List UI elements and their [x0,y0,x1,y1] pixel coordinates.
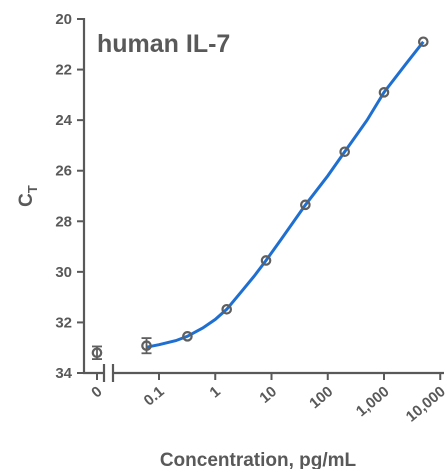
y-axis-title-subscript: T [25,185,40,193]
y-tick-label: 34 [55,365,72,382]
fit-curve [146,40,425,349]
axes: 20 22 24 26 28 30 32 34 0 0.1 1 10 100 1,000 10,000 [55,11,447,426]
data-point [91,347,103,359]
data-point [378,87,390,98]
y-axis-title: CT [16,185,40,207]
x-tick-label: 10 [256,383,280,407]
y-tick-label: 28 [55,213,72,230]
x-tick-label: 1,000 [353,383,393,420]
y-tick-label: 22 [55,62,72,79]
chart-title: human IL-7 [97,30,230,58]
data-point [300,199,311,211]
data-point [221,303,233,315]
y-tick-label: 30 [55,264,72,281]
x-axis-title: Concentration, pg/mL [160,450,357,469]
data-point [339,146,350,158]
y-tick-label: 32 [55,314,72,331]
x-tick-label: 100 [306,383,336,412]
x-tick-label: 10,000 [403,383,447,426]
data-point [418,36,429,48]
data-point [182,331,193,342]
y-tick-label: 24 [55,112,72,129]
x-tick-label: 1 [207,383,224,401]
y-axis-title-main: C [16,193,37,207]
y-tick-label: 20 [55,11,72,28]
x-tick-label: 0.1 [141,383,168,409]
data-marks [91,36,429,360]
x-tick-label: 0 [88,383,105,401]
data-point [141,340,152,351]
data-point [260,255,272,266]
y-tick-label: 26 [55,163,72,180]
